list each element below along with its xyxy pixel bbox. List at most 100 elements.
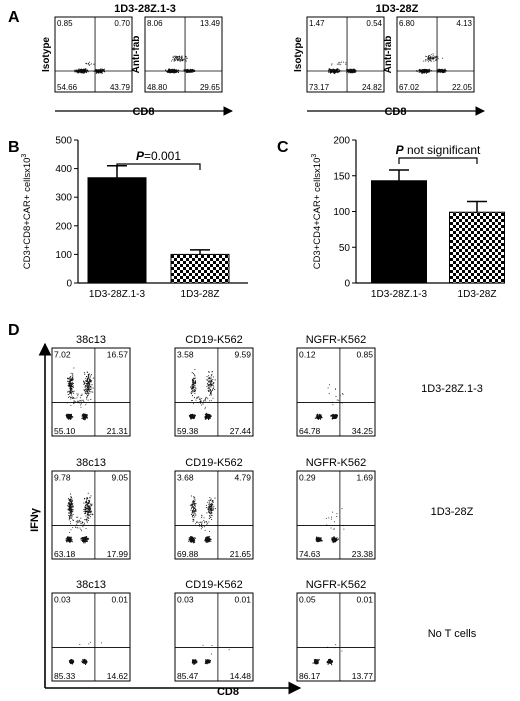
event-dot: [191, 390, 193, 392]
event-dot: [77, 71, 79, 73]
event-dot: [70, 378, 72, 380]
event-dot: [85, 498, 87, 500]
flow-plot: 3.68 4.79 69.88 21.65: [174, 470, 254, 560]
event-cloud: [188, 368, 216, 421]
event-dot: [66, 377, 69, 379]
event-dot: [68, 660, 70, 662]
flow-plot: 6.80 4.13 67.02 22.05: [396, 16, 475, 93]
event-dot: [338, 64, 340, 65]
event-dot: [190, 537, 192, 539]
event-dot: [68, 514, 70, 517]
event-dot: [81, 394, 83, 396]
event-dot: [212, 388, 214, 390]
event-dot: [331, 518, 333, 520]
event-dot: [423, 60, 425, 62]
event-dot: [72, 416, 74, 418]
event-dot: [426, 56, 427, 58]
quadrant-ll-value: 86.17: [299, 671, 321, 681]
event-dot: [67, 508, 69, 510]
x-axis-label: CD8: [132, 106, 154, 118]
event-dot: [190, 539, 192, 541]
flow-plot: 8.06 13.49 48.80 29.65: [144, 16, 223, 93]
event-dot: [70, 496, 72, 498]
event-dot: [86, 383, 88, 385]
event-dot: [85, 387, 87, 389]
event-dot: [103, 68, 105, 70]
event-dot: [173, 68, 175, 70]
event-dot: [89, 381, 91, 383]
event-dot: [188, 540, 190, 542]
event-dot: [193, 537, 195, 539]
event-dot: [71, 384, 73, 386]
event-dot: [209, 508, 211, 510]
event-dot: [332, 511, 334, 513]
event-dot: [194, 503, 196, 505]
event-dot: [205, 507, 207, 509]
event-dot: [209, 513, 211, 515]
event-dot: [209, 511, 211, 514]
event-dot: [87, 391, 89, 393]
event-dot: [196, 397, 198, 399]
event-dot: [84, 540, 86, 543]
event-dot: [75, 401, 77, 403]
event-dot: [206, 416, 208, 418]
event-dot: [191, 395, 194, 397]
event-dot: [91, 384, 93, 386]
event-dot: [88, 507, 90, 509]
event-dot: [167, 71, 169, 73]
event-dot: [71, 505, 73, 507]
event-dot: [318, 538, 321, 540]
event-dot: [190, 418, 192, 420]
event-dot: [87, 512, 89, 514]
y-tick-label: 50: [339, 243, 351, 254]
event-dot: [332, 539, 334, 541]
event-dot: [209, 530, 211, 532]
event-dot: [211, 514, 213, 516]
event-dot: [82, 399, 84, 401]
event-dot: [72, 503, 74, 505]
event-dot: [67, 417, 69, 419]
panel-a: 1D3-28Z.1-3 0.85 0.70 54.66 43.79 Isotype 8.06…: [41, 3, 485, 118]
event-dot: [317, 661, 319, 663]
event-dot: [70, 418, 72, 420]
event-dot: [194, 505, 196, 507]
event-dot: [209, 496, 211, 499]
event-dot: [420, 69, 423, 71]
event-dot: [70, 385, 73, 388]
event-dot: [176, 60, 178, 62]
event-dot: [329, 658, 332, 660]
event-dot: [334, 538, 336, 541]
event-dot: [182, 60, 184, 62]
event-dot: [86, 502, 88, 504]
event-dot: [194, 507, 196, 509]
event-dot: [207, 659, 209, 661]
event-dot: [69, 517, 71, 519]
event-dot: [72, 527, 74, 529]
event-dot: [175, 55, 177, 57]
event-dot: [203, 400, 205, 401]
p-value-text: =0.001: [144, 149, 181, 163]
event-dot: [88, 62, 89, 64]
bar-2: [449, 211, 505, 284]
event-dot: [206, 385, 208, 388]
event-dot: [197, 521, 198, 523]
event-dot: [72, 386, 74, 388]
event-dot: [191, 512, 193, 514]
event-dot: [189, 504, 191, 506]
row-label: 1D3-28Z.1-3: [421, 383, 483, 395]
quadrant-ur-value: 0.01: [234, 595, 251, 605]
event-dot: [207, 385, 209, 387]
event-dot: [201, 521, 203, 523]
event-dot: [210, 383, 212, 385]
event-dot: [208, 383, 210, 385]
event-dot: [195, 503, 197, 505]
event-dot: [325, 517, 327, 519]
event-dot: [100, 69, 102, 71]
event-dot: [317, 416, 319, 418]
event-dot: [194, 380, 197, 382]
quadrant-lr-value: 14.48: [230, 671, 252, 681]
event-dot: [68, 386, 70, 388]
quadrant-ur-value: 9.59: [234, 350, 251, 360]
event-dot: [84, 413, 86, 415]
event-dot: [211, 371, 213, 373]
